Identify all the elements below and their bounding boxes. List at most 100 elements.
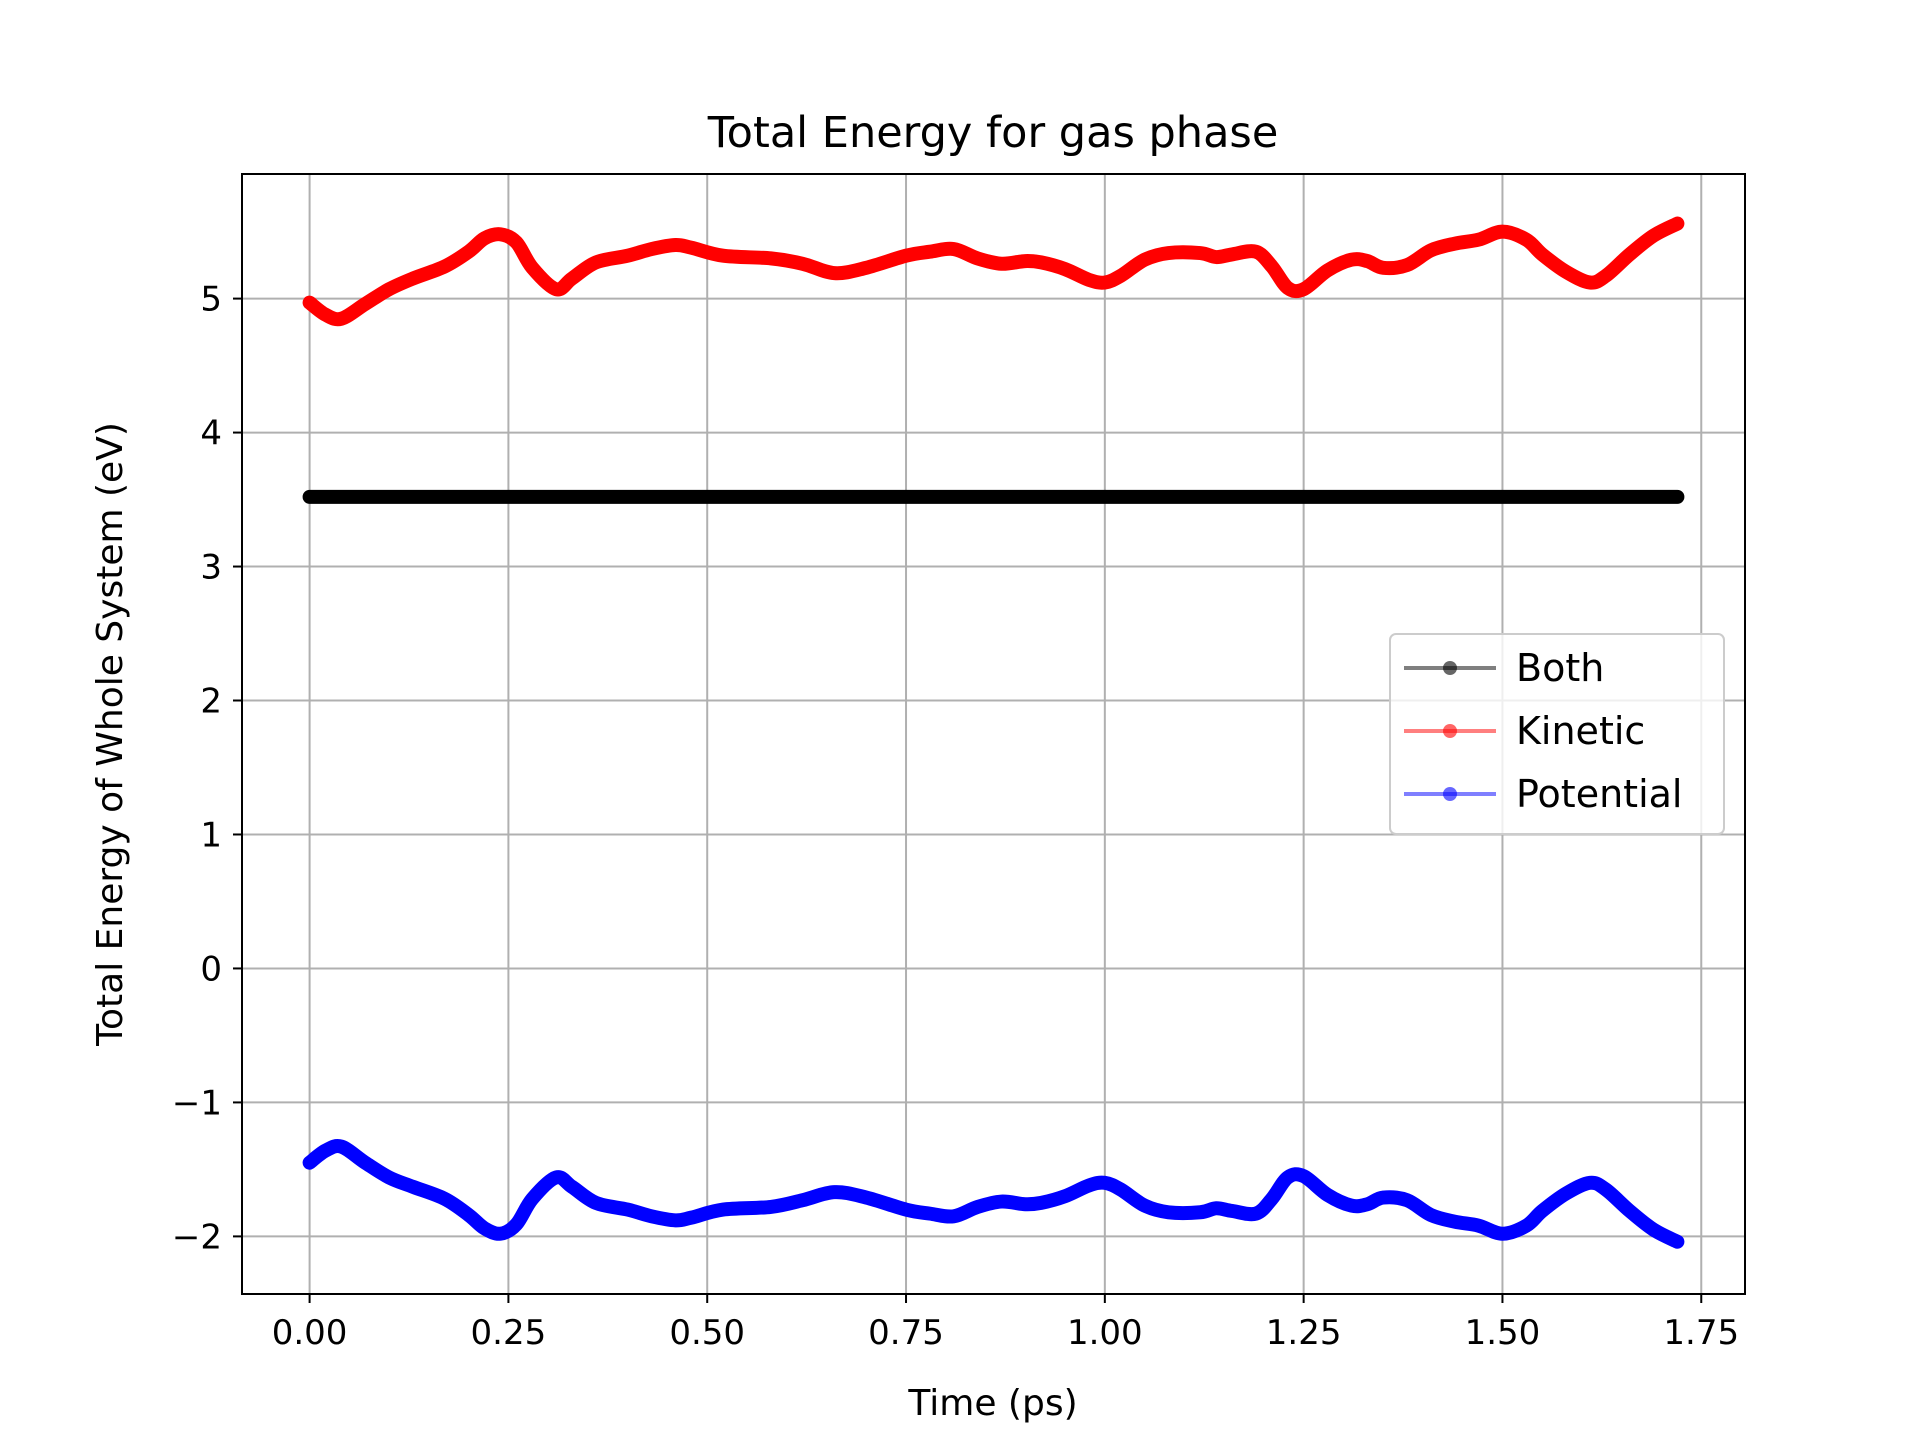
- data-point-potential: [1297, 1169, 1311, 1183]
- data-point-kinetic: [493, 227, 507, 241]
- data-point-potential: [1281, 1170, 1295, 1184]
- y-tick-label: −1: [172, 1083, 222, 1123]
- data-point-both: [899, 490, 913, 504]
- data-point-kinetic: [1535, 247, 1549, 261]
- y-tick-label: 1: [200, 815, 222, 855]
- data-point-potential: [764, 1200, 778, 1214]
- data-point-kinetic: [923, 245, 937, 259]
- data-point-kinetic: [334, 312, 348, 326]
- data-point-kinetic: [1082, 273, 1096, 287]
- data-point-kinetic: [899, 249, 913, 263]
- legend-label-potential: Potential: [1516, 772, 1682, 816]
- data-point-kinetic: [478, 231, 492, 245]
- y-axis: −2 −1 0 1 2 3 4 5: [172, 280, 242, 1257]
- data-point-potential: [478, 1221, 492, 1235]
- data-point-kinetic: [796, 257, 810, 271]
- data-point-kinetic: [1519, 233, 1533, 247]
- data-point-potential: [1138, 1199, 1152, 1213]
- data-point-kinetic: [1034, 255, 1048, 269]
- data-point-kinetic: [1161, 246, 1175, 260]
- data-point-potential: [1034, 1196, 1048, 1210]
- data-point-potential: [645, 1209, 659, 1223]
- data-point-kinetic: [1225, 247, 1239, 261]
- data-point-potential: [668, 1213, 682, 1227]
- x-tick-label: 0.75: [868, 1313, 944, 1353]
- data-point-potential: [971, 1200, 985, 1214]
- data-point-kinetic: [509, 235, 523, 249]
- y-tick-label: −2: [172, 1217, 222, 1257]
- data-point-kinetic: [1376, 261, 1390, 275]
- data-point-kinetic: [1193, 246, 1207, 260]
- data-point-potential: [1519, 1219, 1533, 1233]
- data-point-both: [1297, 490, 1311, 504]
- data-point-potential: [462, 1208, 476, 1222]
- data-point-kinetic: [589, 255, 603, 269]
- x-tick-label: 1.75: [1663, 1313, 1739, 1353]
- data-point-potential: [509, 1217, 523, 1231]
- data-point-kinetic: [668, 238, 682, 252]
- series-lines: [302, 216, 1685, 1249]
- data-point-potential: [334, 1140, 348, 1154]
- y-tick-label: 2: [200, 682, 222, 722]
- y-tick-label: 0: [200, 949, 222, 989]
- data-point-kinetic: [1647, 229, 1661, 243]
- data-point-potential: [1647, 1223, 1661, 1237]
- data-point-potential: [923, 1207, 937, 1221]
- data-point-potential: [1114, 1183, 1128, 1196]
- data-point-kinetic: [319, 308, 332, 322]
- legend-label-both: Both: [1516, 646, 1604, 690]
- data-point-both: [700, 490, 714, 504]
- data-point-potential: [1321, 1188, 1334, 1202]
- data-point-potential: [827, 1185, 841, 1199]
- data-point-potential: [1424, 1208, 1438, 1222]
- data-point-potential: [947, 1209, 961, 1223]
- y-tick-label: 3: [200, 548, 222, 588]
- data-point-kinetic: [1424, 243, 1438, 257]
- data-point-potential: [1161, 1205, 1175, 1219]
- data-point-potential: [1535, 1204, 1549, 1218]
- data-point-kinetic: [971, 251, 985, 265]
- data-point-kinetic: [1321, 263, 1334, 277]
- data-point-kinetic: [406, 272, 420, 285]
- data-point-kinetic: [1098, 276, 1112, 290]
- data-point-potential: [493, 1227, 507, 1241]
- data-point-potential: [1448, 1215, 1462, 1229]
- legend: Both Kinetic Potential: [1389, 633, 1725, 835]
- data-point-kinetic: [1209, 250, 1223, 264]
- data-point-potential: [1098, 1176, 1112, 1190]
- data-point-both: [501, 490, 515, 504]
- data-point-potential: [319, 1144, 332, 1158]
- data-point-potential: [1209, 1201, 1223, 1215]
- data-point-both: [1495, 490, 1509, 504]
- data-point-potential: [1559, 1187, 1573, 1201]
- data-point-potential: [1344, 1199, 1358, 1213]
- data-point-potential: [525, 1192, 539, 1206]
- data-point-potential: [1058, 1189, 1072, 1203]
- data-point-potential: [1249, 1207, 1263, 1221]
- data-point-potential: [899, 1203, 913, 1217]
- data-point-potential: [994, 1195, 1008, 1209]
- data-point-kinetic: [1138, 253, 1152, 267]
- data-point-potential: [382, 1170, 396, 1184]
- data-point-kinetic: [947, 242, 961, 256]
- legend-frame: [1389, 633, 1725, 835]
- data-point-kinetic: [438, 259, 452, 273]
- data-point-kinetic: [1281, 281, 1295, 295]
- x-tick-label: 1.50: [1465, 1313, 1541, 1353]
- data-point-kinetic: [382, 282, 396, 296]
- data-point-potential: [716, 1203, 730, 1217]
- data-point-kinetic: [1114, 269, 1128, 283]
- data-point-potential: [1082, 1178, 1096, 1192]
- data-point-potential: [438, 1192, 452, 1206]
- legend-marker-potential: [1443, 787, 1457, 801]
- data-point-potential: [1670, 1235, 1684, 1249]
- data-point-potential: [565, 1180, 579, 1194]
- data-point-potential: [406, 1180, 420, 1194]
- legend-marker-kinetic: [1443, 724, 1457, 738]
- data-point-kinetic: [303, 296, 317, 310]
- data-point-potential: [1599, 1183, 1613, 1196]
- data-point-potential: [1495, 1227, 1509, 1241]
- data-point-potential: [1583, 1176, 1597, 1190]
- data-point-kinetic: [994, 257, 1008, 271]
